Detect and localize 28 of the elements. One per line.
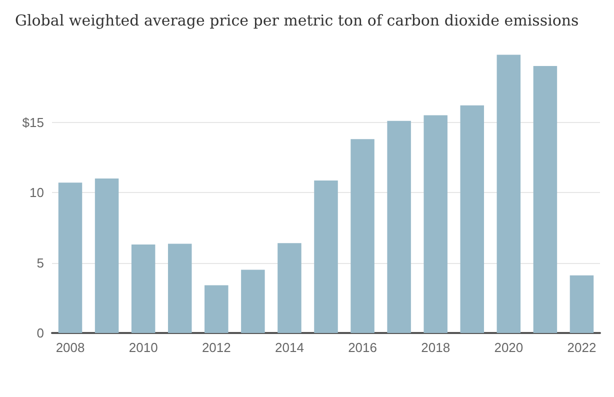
bar — [387, 120, 411, 333]
x-tick-label: 2010 — [128, 340, 158, 355]
bar — [350, 139, 374, 333]
bar — [168, 244, 192, 333]
bar — [314, 180, 338, 333]
x-tick-label: 2020 — [494, 340, 524, 355]
y-tick-label: 10 — [30, 185, 44, 200]
bar — [131, 244, 156, 333]
x-tick-label: 2022 — [567, 340, 596, 355]
bar — [241, 270, 265, 333]
bar — [94, 178, 119, 333]
x-tick-label: 2012 — [202, 340, 231, 355]
y-tick-label: 0 — [36, 326, 44, 340]
bar — [278, 243, 302, 333]
bar — [424, 115, 448, 333]
x-tick-label: 2018 — [421, 340, 450, 355]
bar — [533, 66, 558, 333]
y-tick-label: $15 — [22, 114, 44, 130]
x-tick-label: 2014 — [275, 340, 304, 355]
bar — [204, 285, 228, 333]
x-tick-label: 2008 — [56, 340, 85, 355]
bar — [460, 105, 484, 333]
chart-title: Global weighted average price per metric ton of carbon dioxide emissions — [15, 12, 579, 30]
y-tick-label: 5 — [36, 255, 44, 270]
bar — [58, 182, 82, 333]
bar — [496, 54, 521, 333]
bar — [570, 275, 594, 333]
x-tick-label: 2016 — [348, 340, 377, 355]
